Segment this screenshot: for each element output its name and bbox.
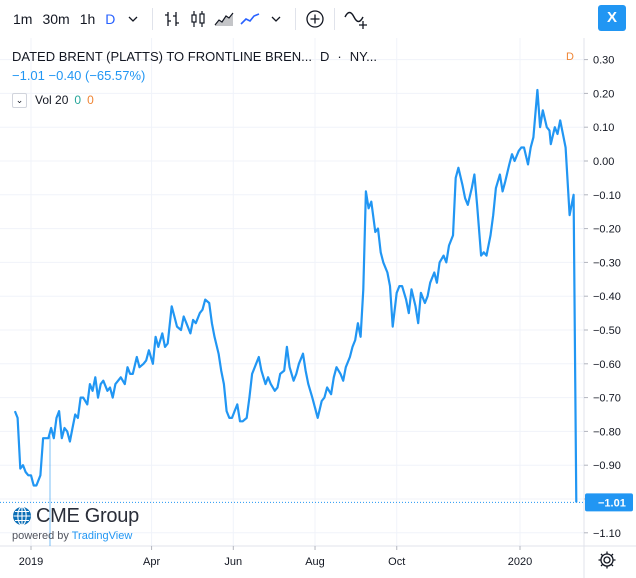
compare-symbol-icon[interactable] xyxy=(341,7,371,31)
price-axis-labels: 0.30 0.20 0.10 0.00 −0.10 −0.20 −0.30 −0.40 −0.5… xyxy=(584,55,621,540)
y-tick-label: 0.10 xyxy=(593,122,614,134)
y-tick-label: −0.90 xyxy=(593,460,621,472)
symbol-interval: D xyxy=(320,48,330,64)
interval-1h-button[interactable]: 1h xyxy=(79,11,96,27)
bars-chart-icon[interactable] xyxy=(159,7,185,31)
symbol-row: DATED BRENT (PLATTS) TO FRONTLINE BREN..… xyxy=(12,46,385,66)
symbol-name[interactable]: DATED BRENT (PLATTS) TO FRONTLINE BREN..… xyxy=(12,48,313,64)
price-series-line xyxy=(13,88,578,503)
x-tick-label: Apr xyxy=(143,556,160,568)
tradingview-link[interactable]: TradingView xyxy=(71,530,133,542)
volume-label[interactable]: Vol 20 xyxy=(35,93,69,107)
y-tick-label: 0.30 xyxy=(593,55,614,67)
candles-chart-icon[interactable] xyxy=(185,7,211,31)
interval-1m-button[interactable]: 1m xyxy=(13,11,33,27)
symbol-separator: · xyxy=(337,48,342,64)
toolbar-row: 1m 30m 1h D xyxy=(8,7,371,31)
y-tick-label: 0.20 xyxy=(593,88,614,100)
symbol-exchange: NY... xyxy=(349,48,377,64)
powered-by-label: powered by xyxy=(12,530,69,542)
dividend-marker: D xyxy=(566,51,574,63)
close-button[interactable]: X xyxy=(598,5,626,31)
x-tick-label: Jun xyxy=(224,556,242,568)
powered-by-text: powered by TradingView xyxy=(12,530,139,542)
last-price-badge-bg xyxy=(585,493,633,512)
line-chart-icon[interactable] xyxy=(237,7,263,31)
interval-30m-button[interactable]: 30m xyxy=(42,11,70,27)
collapse-legend-chevron-icon[interactable]: ⌄ xyxy=(12,92,27,108)
cme-logo: CME Group xyxy=(12,504,139,528)
add-indicator-icon[interactable] xyxy=(302,7,328,31)
area-chart-icon[interactable] xyxy=(211,7,237,31)
x-tick-label: 2020 xyxy=(508,556,532,568)
last-price-value: −1.01 xyxy=(598,497,626,509)
interval-dropdown-chevron-icon[interactable] xyxy=(120,7,146,31)
volume-study-row: ⌄ Vol 20 0 0 xyxy=(12,89,385,111)
time-axis-labels: 2019 Apr Jun Aug Oct 2020 xyxy=(19,546,532,568)
chart-settings-gear-icon[interactable] xyxy=(597,550,617,570)
x-tick-label: Aug xyxy=(305,556,325,568)
chart-toolbar: 1m 30m 1h D X xyxy=(0,0,636,38)
y-tick-label: 0.00 xyxy=(593,156,614,168)
chart-legend: DATED BRENT (PLATTS) TO FRONTLINE BREN..… xyxy=(12,46,385,111)
y-tick-label: −0.80 xyxy=(593,426,621,438)
y-tick-label: −0.10 xyxy=(593,190,621,202)
price-change: −1.01 −0.40 (−65.57%) xyxy=(12,68,146,83)
chart-type-chevron-icon[interactable] xyxy=(263,7,289,31)
cme-watermark: CME Group powered by TradingView xyxy=(12,504,139,543)
interval-d-button[interactable]: D xyxy=(105,11,116,27)
y-tick-label: −0.70 xyxy=(593,393,621,405)
y-tick-label: −0.40 xyxy=(593,291,621,303)
volume-value-b: 0 xyxy=(87,93,94,107)
cme-brand-text: CME Group xyxy=(36,504,139,527)
vertical-gridlines xyxy=(30,38,521,546)
x-tick-label: 2019 xyxy=(19,556,43,568)
y-tick-label: −0.50 xyxy=(593,325,621,337)
y-tick-label: −0.20 xyxy=(593,224,621,236)
toolbar-divider xyxy=(295,8,297,30)
y-tick-label: −0.60 xyxy=(593,359,621,371)
toolbar-divider xyxy=(152,8,154,30)
toolbar-divider xyxy=(334,8,336,30)
horizontal-gridlines xyxy=(0,59,584,534)
y-tick-label: −0.30 xyxy=(593,257,621,269)
last-price-badge: −1.01 xyxy=(585,493,633,512)
y-tick-label: −1.10 xyxy=(593,528,621,540)
x-tick-label: Oct xyxy=(388,556,405,568)
cme-globe-icon xyxy=(13,506,31,526)
volume-value-a: 0 xyxy=(74,93,82,107)
